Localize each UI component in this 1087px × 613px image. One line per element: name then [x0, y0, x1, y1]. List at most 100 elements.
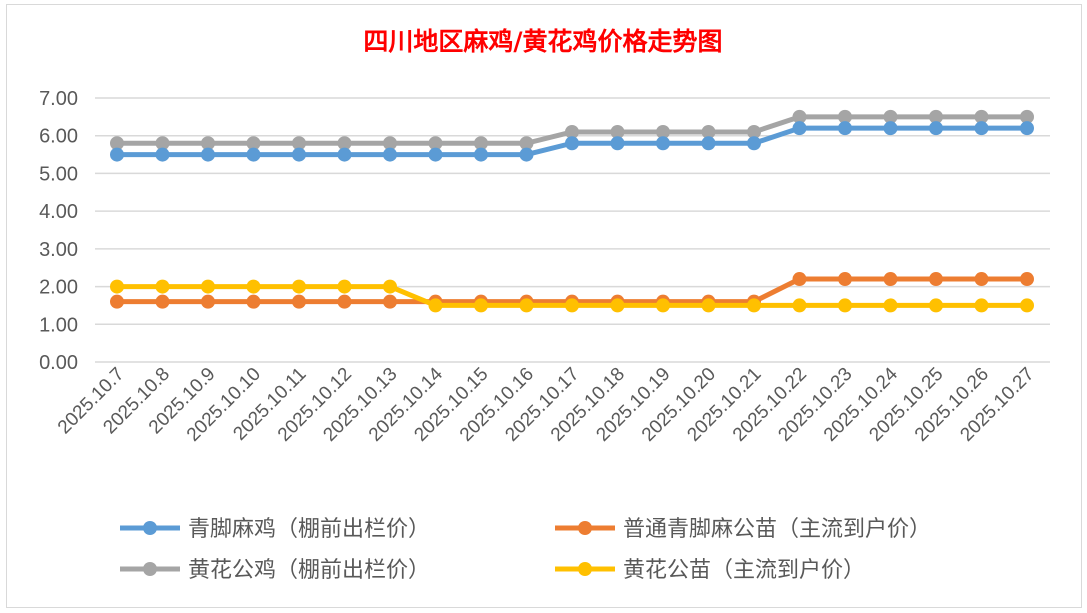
data-point: [519, 147, 534, 162]
data-point: [974, 272, 989, 287]
data-point: [155, 294, 170, 309]
y-tick-label: 7.00: [39, 88, 78, 110]
y-tick-label: 0.00: [39, 352, 78, 374]
legend-marker: [143, 521, 157, 535]
data-point: [474, 298, 488, 313]
data-point: [974, 121, 989, 136]
data-point: [929, 298, 943, 313]
data-point: [883, 272, 898, 287]
legend-label: 普通青脚麻公苗（主流到户价）: [623, 516, 931, 541]
y-tick-label: 3.00: [39, 239, 78, 261]
data-point: [974, 109, 989, 124]
data-point: [246, 147, 261, 162]
legend-label: 黄花公苗（主流到户价）: [623, 557, 865, 582]
legend-item[interactable]: 普通青脚麻公苗（主流到户价）: [555, 516, 931, 541]
y-tick-label: 1.00: [39, 314, 78, 336]
series-3: [110, 279, 1034, 313]
data-point: [929, 121, 943, 136]
data-point: [701, 136, 716, 151]
data-point: [337, 136, 352, 151]
legend-marker: [578, 521, 592, 535]
data-point: [428, 147, 443, 162]
data-point: [110, 147, 124, 162]
data-point: [701, 124, 716, 139]
data-point: [428, 136, 443, 151]
data-point: [201, 136, 215, 151]
data-point: [383, 294, 397, 309]
data-point: [610, 136, 625, 151]
data-point: [565, 298, 579, 313]
data-point: [792, 272, 807, 287]
data-point: [747, 124, 761, 139]
data-point: [929, 272, 943, 287]
data-point: [792, 121, 807, 136]
data-point: [565, 124, 579, 139]
data-point: [838, 298, 852, 313]
data-point: [610, 298, 625, 313]
data-point: [246, 294, 261, 309]
data-point: [1020, 109, 1034, 124]
data-point: [292, 279, 306, 294]
data-point: [883, 121, 898, 136]
data-point: [155, 147, 170, 162]
data-point: [110, 136, 124, 151]
data-point: [246, 136, 261, 151]
data-point: [792, 298, 807, 313]
data-point: [337, 147, 352, 162]
data-point: [656, 124, 670, 139]
data-point: [383, 279, 397, 294]
legend-item[interactable]: 黄花公苗（主流到户价）: [555, 557, 865, 582]
data-point: [474, 136, 488, 151]
data-point: [383, 136, 397, 151]
legend-item[interactable]: 黄花公鸡（棚前出栏价）: [120, 557, 430, 582]
data-point: [201, 279, 215, 294]
data-point: [565, 136, 579, 151]
data-point: [292, 147, 306, 162]
series-0: [110, 121, 1034, 162]
y-tick-label: 4.00: [39, 201, 78, 223]
data-point: [428, 298, 443, 313]
data-point: [1020, 272, 1034, 287]
data-point: [838, 272, 852, 287]
data-point: [292, 136, 306, 151]
data-point: [747, 136, 761, 151]
legend-marker: [143, 562, 157, 576]
data-point: [337, 294, 352, 309]
data-point: [110, 294, 124, 309]
data-point: [974, 298, 989, 313]
y-tick-label: 2.00: [39, 277, 78, 299]
data-point: [201, 294, 215, 309]
data-point: [337, 279, 352, 294]
data-point: [519, 298, 534, 313]
data-point: [883, 109, 898, 124]
data-point: [519, 136, 534, 151]
data-point: [1020, 298, 1034, 313]
chart-title: 四川地区麻鸡/黄花鸡价格走势图: [363, 27, 722, 56]
data-point: [1020, 121, 1034, 136]
data-point: [610, 124, 625, 139]
data-point: [656, 136, 670, 151]
data-point: [656, 298, 670, 313]
data-point: [246, 279, 261, 294]
legend-marker: [578, 562, 592, 576]
y-tick-label: 6.00: [39, 126, 78, 148]
legend-item[interactable]: 青脚麻鸡（棚前出栏价）: [120, 516, 430, 541]
data-point: [883, 298, 898, 313]
data-point: [838, 109, 852, 124]
data-point: [792, 109, 807, 124]
legend-label: 黄花公鸡（棚前出栏价）: [188, 557, 430, 582]
data-point: [201, 147, 215, 162]
data-point: [383, 147, 397, 162]
data-point: [292, 294, 306, 309]
series-2: [110, 109, 1034, 151]
data-point: [155, 279, 170, 294]
data-point: [155, 136, 170, 151]
data-point: [701, 298, 716, 313]
data-point: [474, 147, 488, 162]
y-tick-label: 5.00: [39, 163, 78, 185]
data-point: [838, 121, 852, 136]
data-point: [929, 109, 943, 124]
legend-label: 青脚麻鸡（棚前出栏价）: [188, 516, 430, 541]
